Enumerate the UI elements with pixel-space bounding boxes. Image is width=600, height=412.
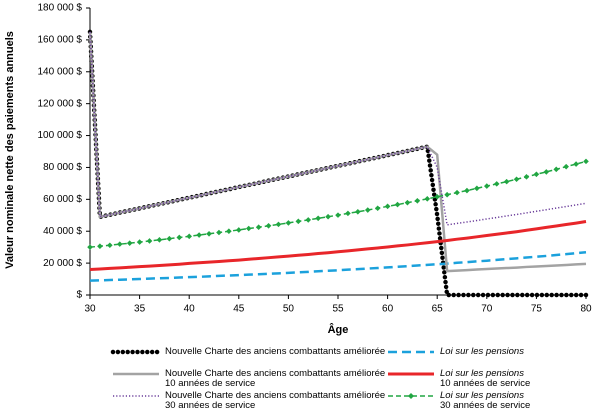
marker	[484, 183, 490, 189]
marker	[196, 232, 202, 238]
y-axis-title: Valeur nominale nette des paiements annu…	[4, 31, 16, 269]
marker	[364, 207, 371, 213]
marker	[335, 212, 341, 218]
x-tick-label: 55	[332, 304, 344, 315]
marker	[265, 223, 272, 229]
marker	[414, 197, 421, 204]
marker	[384, 203, 391, 210]
marker	[285, 220, 292, 226]
marker	[206, 230, 212, 237]
marker	[434, 193, 440, 200]
marker	[226, 228, 232, 235]
marker	[404, 199, 411, 206]
marker	[136, 239, 143, 245]
marker	[146, 238, 153, 244]
marker	[325, 213, 331, 220]
x-tick-label: 80	[580, 304, 592, 315]
legend-label: Nouvelle Charte des anciens combattants …	[165, 368, 386, 389]
marker	[116, 241, 123, 247]
marker	[424, 196, 431, 202]
marker	[156, 237, 163, 243]
marker	[553, 166, 560, 173]
marker	[176, 234, 183, 241]
marker	[543, 169, 550, 175]
marker	[255, 224, 262, 231]
marker	[454, 189, 460, 196]
y-tick-label: 180 000 $	[38, 3, 83, 14]
marker	[503, 178, 510, 185]
marker	[493, 181, 500, 187]
marker	[464, 187, 470, 194]
marker	[245, 225, 252, 232]
marker	[315, 215, 321, 222]
marker	[563, 163, 569, 170]
series-line	[87, 29, 589, 298]
marker	[107, 242, 113, 249]
x-tick-label: 75	[531, 304, 543, 315]
marker	[305, 217, 312, 223]
legend-label: Loi sur les pensions 30 années de servic…	[440, 390, 531, 411]
marker	[513, 176, 520, 183]
marker	[523, 174, 530, 180]
marker	[345, 210, 351, 217]
x-tick-label: 65	[432, 304, 444, 315]
marker	[374, 205, 381, 212]
x-tick-label: 45	[233, 304, 245, 315]
marker	[166, 235, 173, 242]
y-tick-label: 80 000 $	[43, 162, 82, 173]
marker	[87, 244, 93, 250]
marker	[216, 229, 222, 236]
legend-label: Loi sur les pensions	[440, 346, 524, 357]
y-tick-label: 60 000 $	[43, 194, 82, 205]
series-line	[88, 31, 587, 273]
marker	[355, 208, 361, 215]
marker	[275, 221, 282, 228]
legend-label: Nouvelle Charte des anciens combattants …	[165, 346, 386, 357]
marker	[186, 233, 192, 240]
marker	[236, 227, 242, 233]
y-tick-label: 100 000 $	[38, 130, 83, 141]
series-line	[89, 251, 587, 282]
marker	[533, 171, 540, 178]
x-tick-label: 50	[283, 304, 295, 315]
marker	[295, 218, 302, 225]
x-tick-label: 35	[134, 304, 146, 315]
marker	[126, 240, 133, 246]
marker	[474, 185, 480, 192]
marker	[573, 161, 579, 167]
marker	[583, 158, 589, 165]
y-tick-label: $	[76, 290, 82, 301]
x-tick-label: 30	[84, 304, 96, 315]
legend-marker	[408, 393, 414, 399]
y-tick-label: 160 000 $	[38, 35, 83, 46]
y-tick-label: 20 000 $	[43, 258, 82, 269]
marker	[394, 201, 401, 208]
y-tick-label: 140 000 $	[38, 66, 83, 77]
x-tick-label: 40	[184, 304, 196, 315]
legend-label: Nouvelle Charte des anciens combattants …	[165, 390, 386, 411]
series-line	[89, 220, 587, 271]
x-tick-label: 60	[382, 304, 394, 315]
y-tick-label: 40 000 $	[43, 226, 82, 237]
series-line	[89, 31, 587, 226]
x-tick-label: 70	[481, 304, 493, 315]
marker	[444, 191, 450, 198]
legend-label: Loi sur les pensions 10 années de servic…	[440, 368, 531, 389]
y-tick-label: 120 000 $	[38, 98, 83, 109]
x-axis-title: Âge	[328, 323, 349, 336]
marker	[97, 243, 103, 250]
